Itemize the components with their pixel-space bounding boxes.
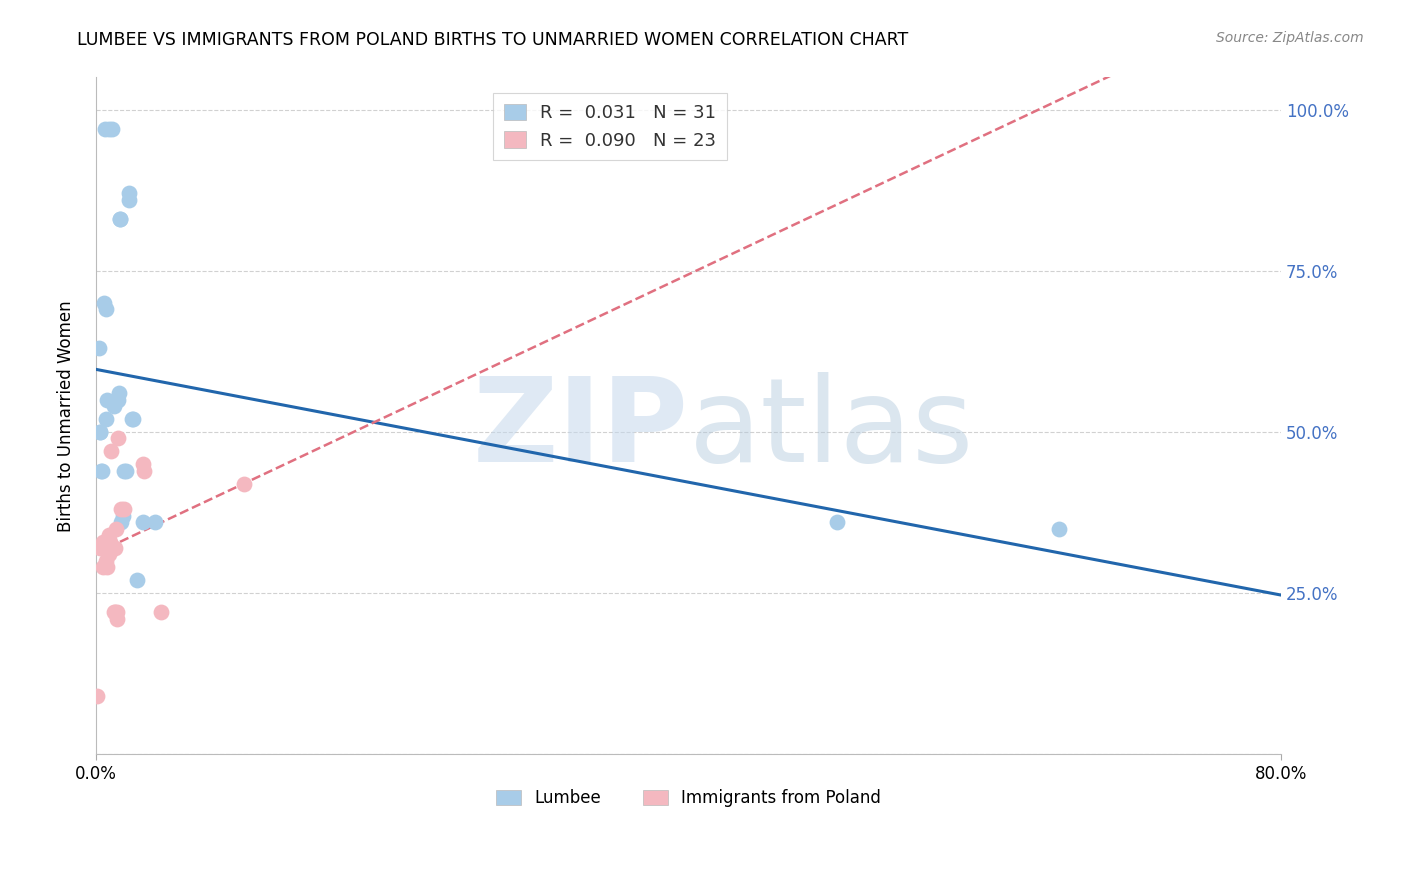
Point <box>117 186 139 201</box>
Point <box>103 399 125 413</box>
Point <box>93 534 115 549</box>
Point <box>103 606 125 620</box>
Point <box>107 392 129 407</box>
Point <box>98 122 121 136</box>
Point <box>94 122 117 136</box>
Point <box>93 296 115 310</box>
Point <box>96 412 118 426</box>
Point <box>86 689 108 703</box>
Point <box>150 606 173 620</box>
Point <box>118 193 141 207</box>
Y-axis label: Births to Unmarried Women: Births to Unmarried Women <box>58 300 75 532</box>
Point <box>100 444 122 458</box>
Point <box>114 464 136 478</box>
Point <box>134 464 156 478</box>
Point <box>1047 522 1070 536</box>
Point <box>93 560 115 574</box>
Point <box>98 528 121 542</box>
Point <box>101 122 124 136</box>
Point <box>108 386 131 401</box>
Text: LUMBEE VS IMMIGRANTS FROM POLAND BIRTHS TO UNMARRIED WOMEN CORRELATION CHART: LUMBEE VS IMMIGRANTS FROM POLAND BIRTHS … <box>77 31 908 49</box>
Point <box>89 541 111 555</box>
Legend: Lumbee, Immigrants from Poland: Lumbee, Immigrants from Poland <box>489 782 887 814</box>
Point <box>233 476 256 491</box>
Point <box>96 554 118 568</box>
Point <box>107 612 129 626</box>
Point <box>89 425 111 439</box>
Point <box>110 515 132 529</box>
Text: ZIP: ZIP <box>472 372 689 487</box>
Point <box>121 412 143 426</box>
Text: atlas: atlas <box>689 372 974 487</box>
Point <box>112 502 135 516</box>
Point <box>105 522 128 536</box>
Point <box>112 464 135 478</box>
Point <box>143 515 166 529</box>
Point <box>96 560 118 574</box>
Point <box>105 392 128 407</box>
Point <box>122 412 145 426</box>
Point <box>90 464 112 478</box>
Point <box>97 541 120 555</box>
Point <box>132 515 155 529</box>
Point <box>132 457 155 471</box>
Point <box>108 212 131 227</box>
Point <box>105 606 128 620</box>
Point <box>91 464 114 478</box>
Point <box>94 302 117 317</box>
Point <box>103 606 125 620</box>
Point <box>104 541 127 555</box>
Point <box>98 534 121 549</box>
Point <box>89 425 111 439</box>
Point <box>127 573 149 587</box>
Text: Source: ZipAtlas.com: Source: ZipAtlas.com <box>1216 31 1364 45</box>
Point <box>110 502 132 516</box>
Point <box>97 548 120 562</box>
Point <box>107 431 129 445</box>
Point <box>111 508 134 523</box>
Point <box>96 392 118 407</box>
Point <box>825 515 848 529</box>
Point <box>87 341 110 355</box>
Point <box>110 212 132 227</box>
